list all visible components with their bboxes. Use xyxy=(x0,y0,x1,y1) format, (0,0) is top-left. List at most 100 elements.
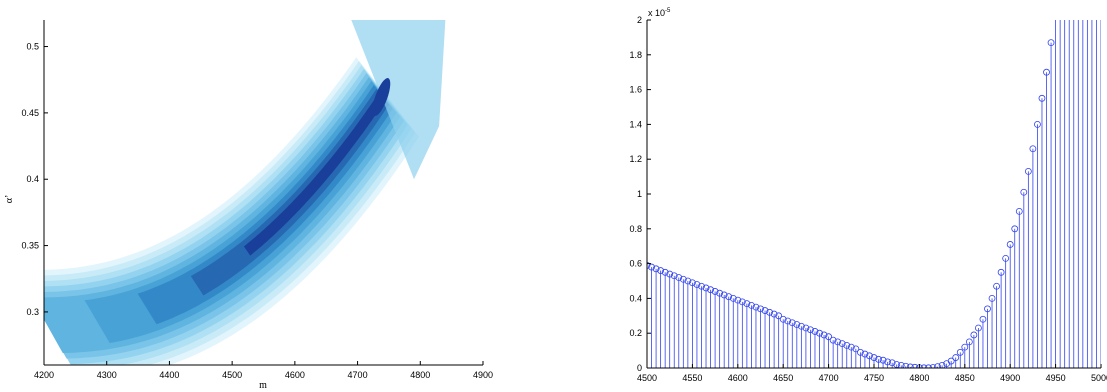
y-tick-label: 1.8 xyxy=(629,50,642,60)
contour-chart: 4200 4300 4400 4500 4600 4700 4800 4900 0.3 0.35 0… xyxy=(4,20,493,391)
stem-marker xyxy=(648,263,655,271)
stem-marker xyxy=(861,350,869,358)
stem-marker xyxy=(698,282,705,290)
y-tick-label: 0.45 xyxy=(21,108,39,118)
stem-marker xyxy=(965,338,973,346)
stem-marker xyxy=(947,357,955,365)
stem-marker xyxy=(743,300,751,308)
stem-marker xyxy=(1029,145,1037,153)
stem-marker xyxy=(934,363,941,368)
stem-marker xyxy=(820,331,828,339)
contour-peak xyxy=(372,78,391,116)
x-tick-label: 4300 xyxy=(97,370,117,380)
contour-bands xyxy=(44,20,446,365)
x-tick-label: 4400 xyxy=(159,370,179,380)
stem-marker xyxy=(761,307,769,314)
stem-marker xyxy=(729,294,737,302)
x-tick-label: 4500 xyxy=(222,370,242,380)
stem-series xyxy=(647,20,1101,368)
stem-marker xyxy=(929,364,937,368)
y-tick-label: 0.3 xyxy=(26,307,39,317)
stem-marker xyxy=(807,326,814,334)
stem-marker xyxy=(1006,241,1014,248)
x-tick-label: 4550 xyxy=(682,373,702,383)
stem-marker xyxy=(725,293,733,301)
stem-marker xyxy=(875,355,882,363)
x-tick-label: 4750 xyxy=(864,373,884,383)
y-tick-label: 0.8 xyxy=(629,224,642,234)
stem-marker xyxy=(693,281,701,288)
y-tick-label: 0.2 xyxy=(629,328,642,338)
stem-chart: 4500 4550 4600 4650 4700 4750 4800 4850 4900 4950… xyxy=(629,8,1107,383)
stem-marker xyxy=(802,324,810,332)
stem-marker xyxy=(797,322,805,330)
stem-marker xyxy=(970,331,978,339)
stem-marker xyxy=(657,267,665,274)
stem-marker xyxy=(825,333,832,341)
exponent-label: x 10-5 xyxy=(648,8,671,18)
x-tick-label: 4900 xyxy=(1000,373,1020,383)
stem-marker xyxy=(666,270,674,278)
y-tick-label: 0.4 xyxy=(26,174,39,184)
stem-marker xyxy=(856,348,864,356)
stem-marker xyxy=(734,296,742,304)
x-tick-label: 4950 xyxy=(1046,373,1066,383)
stem-marker xyxy=(879,356,887,364)
contour-level xyxy=(243,93,386,256)
stem-marker xyxy=(911,363,919,368)
stem-marker xyxy=(770,310,778,318)
x-tick-label: 4900 xyxy=(473,370,493,380)
stem-marker xyxy=(884,358,892,366)
x-tick-label: 4800 xyxy=(909,373,929,383)
stem-marker xyxy=(652,265,660,273)
stem-marker xyxy=(766,308,773,316)
stem-marker xyxy=(1015,207,1023,215)
y-tick-label: 0.35 xyxy=(21,241,39,251)
stem-marker xyxy=(906,363,914,368)
x-tick-label: 4600 xyxy=(728,373,748,383)
x-tick-label: 4500 xyxy=(637,373,657,383)
stem-marker xyxy=(788,319,796,327)
stem-marker xyxy=(952,354,960,361)
stem-marker xyxy=(938,361,946,368)
stem-marker xyxy=(816,329,823,337)
stem-marker xyxy=(956,348,964,356)
y-tick-label: 1.2 xyxy=(629,154,642,164)
stem-marker xyxy=(707,286,714,294)
contour-level xyxy=(190,89,389,296)
x-tick-label: 4850 xyxy=(955,373,975,383)
stem-marker xyxy=(888,359,896,367)
stem-marker xyxy=(961,343,969,351)
y-tick-label: 0 xyxy=(637,363,642,373)
stem-marker xyxy=(870,354,878,361)
stem-marker xyxy=(779,315,787,323)
x-tick-label: 4200 xyxy=(34,370,54,380)
stem-marker xyxy=(752,303,760,311)
stem-marker xyxy=(997,268,1005,276)
stem-marker xyxy=(647,261,651,269)
stem-axes: 4500 4550 4600 4650 4700 4750 4800 4850 4900 4950… xyxy=(629,15,1107,383)
stem-marker xyxy=(866,352,873,360)
stem-marker xyxy=(1047,39,1055,47)
stem-marker xyxy=(1002,254,1010,262)
stem-marker xyxy=(902,362,910,368)
x-axis-label: m xyxy=(259,380,267,391)
stem-marker xyxy=(711,288,719,295)
y-tick-label: 2 xyxy=(637,15,642,25)
x-tick-label: 4650 xyxy=(773,373,793,383)
stem-marker xyxy=(843,341,851,349)
stem-marker xyxy=(1024,167,1032,175)
stem-marker xyxy=(838,340,846,348)
x-tick-label: 4800 xyxy=(410,370,430,380)
stem-marker xyxy=(757,305,764,313)
stem-marker xyxy=(984,305,991,313)
x-tick-label: 4700 xyxy=(819,373,839,383)
stem-marker xyxy=(716,289,724,297)
stem-marker xyxy=(684,277,692,285)
stem-marker xyxy=(738,298,746,306)
stem-marker xyxy=(847,343,855,351)
contour-axes: 4200 4300 4400 4500 4600 4700 4800 4900 0.3 0.35 0… xyxy=(21,20,493,380)
y-axis-label: α’ xyxy=(4,195,15,204)
stem-marker xyxy=(1020,188,1028,196)
